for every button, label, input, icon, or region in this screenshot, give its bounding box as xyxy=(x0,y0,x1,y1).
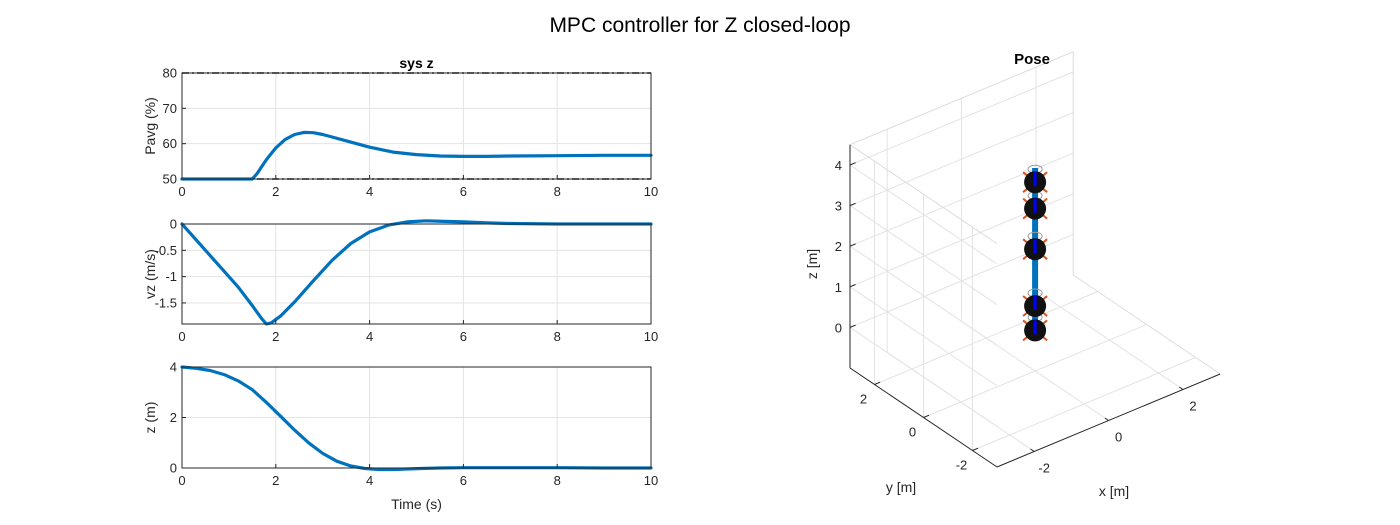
sub1-axes-box xyxy=(181,72,652,180)
pose-sidewall-grid-line xyxy=(849,286,998,387)
pose-ytick-label: 2 xyxy=(860,392,867,407)
sub3-xtick-label: 10 xyxy=(644,473,658,488)
pose-xtick-mark xyxy=(1179,386,1184,390)
sub3-xlabel: Time (s) xyxy=(391,496,442,512)
sub2-xtick-label: 6 xyxy=(460,329,467,344)
sub2-xtick-label: 10 xyxy=(644,329,658,344)
sub2-ytick-label: -1 xyxy=(165,269,177,284)
sub3-ytick-label: 0 xyxy=(170,461,177,476)
sub1-title: sys z xyxy=(399,55,433,71)
pose-ytick-mark xyxy=(972,447,979,451)
sub2-ytick-label: 0 xyxy=(170,217,177,232)
figure-title: MPC controller for Z closed-loop xyxy=(549,14,850,37)
sub1-ytick-label: 70 xyxy=(163,101,177,116)
pose-xtick-label: 2 xyxy=(1189,399,1196,414)
pose-xtick-label: 0 xyxy=(1115,430,1122,445)
sub1-xtick-label: 8 xyxy=(554,184,561,199)
pose-ztick-label: 2 xyxy=(835,239,842,254)
pose-ytick-mark xyxy=(874,381,881,385)
sub1-ylabel: Pavg (%) xyxy=(142,97,158,155)
sub1-xtick-label: 0 xyxy=(178,184,185,199)
pose-sidewall-grid-line xyxy=(849,326,998,427)
pose-frame-edge xyxy=(1072,274,1221,375)
pose-sidewall-grid-line xyxy=(849,164,998,265)
sub2-xtick-label: 4 xyxy=(366,329,373,344)
pose-ztick-label: 1 xyxy=(835,280,842,295)
pose-xlabel: x [m] xyxy=(1099,483,1129,499)
sub1-xtick-label: 6 xyxy=(460,184,467,199)
sub1-xtick-label: 4 xyxy=(366,184,373,199)
sub2-xtick-label: 2 xyxy=(272,329,279,344)
sub3-xtick-label: 6 xyxy=(460,473,467,488)
pose-xtick-label: -2 xyxy=(1038,461,1050,476)
pose-ztick-mark xyxy=(849,284,856,288)
pose-ztick-mark xyxy=(849,243,856,247)
pose-ztick-mark xyxy=(849,162,856,166)
pose-ztick-label: 0 xyxy=(835,320,842,335)
sub2-ytick-label: -0.5 xyxy=(155,243,177,258)
sub3-xtick-label: 2 xyxy=(272,473,279,488)
pose-xtick-mark xyxy=(1104,417,1109,421)
sub1-plot-area xyxy=(182,73,651,179)
sub1-series-line xyxy=(180,130,653,181)
sub1-xtick-label: 2 xyxy=(272,184,279,199)
pavg-subplot: 0 2 4 6 8 10 50 60 70 80 sys z Pavg (%) xyxy=(142,55,658,199)
pose-title: Pose xyxy=(1014,51,1050,68)
pose-ytick-label: 0 xyxy=(909,425,916,440)
pose-ytick-label: -2 xyxy=(956,458,968,473)
sub3-xtick-label: 8 xyxy=(554,473,561,488)
sub3-ytick-label: 4 xyxy=(170,360,177,375)
pose-ylabel: y [m] xyxy=(886,479,916,495)
pose-ztick-label: 3 xyxy=(835,199,842,214)
sub1-ytick-label: 60 xyxy=(163,136,177,151)
pose-zlabel: z [m] xyxy=(804,249,820,279)
sub1-xtick-label: 10 xyxy=(644,184,658,199)
sub2-ytick-label: -1.5 xyxy=(155,295,177,310)
pose-ztick-label: 4 xyxy=(835,158,842,173)
sub2-ylabel: vz (m/s) xyxy=(142,249,158,299)
sub2-xtick-label: 8 xyxy=(554,329,561,344)
pose-ztick-mark xyxy=(849,324,856,328)
pose-sidewall-grid-line xyxy=(849,205,998,306)
pose-ytick-mark xyxy=(923,414,930,418)
pose-frame-edge xyxy=(849,51,1074,146)
pose-floor-grid-line xyxy=(972,357,1196,451)
pose-ztick-mark xyxy=(849,202,856,207)
vz-subplot: 0 2 4 6 8 10 -1.5 -1 -0.5 0 vz (m/s) xyxy=(142,217,658,345)
sub2-plot-area xyxy=(182,224,651,324)
pose-frame-edge xyxy=(849,144,998,245)
sub2-series-line xyxy=(180,219,653,326)
sub3-ytick-label: 2 xyxy=(170,410,177,425)
sub3-xtick-label: 0 xyxy=(178,473,185,488)
sub3-xtick-label: 4 xyxy=(366,473,373,488)
pose-3d-plot: -2 0 2 -2 0 2 0 1 2 3 4 x [m] y [m] z [m] Pose xyxy=(804,51,1221,499)
pose-xtick-mark xyxy=(1030,448,1035,452)
pose-sidewall-grid-line xyxy=(849,245,998,346)
sub1-ytick-label: 80 xyxy=(163,66,177,81)
sub3-ylabel: z (m) xyxy=(142,402,158,434)
sub2-xtick-label: 0 xyxy=(178,329,185,344)
z-subplot: 0 2 4 6 8 10 0 2 4 z (m) Time (s) xyxy=(142,360,658,513)
pose-backwall-grid-line xyxy=(849,71,1074,166)
sub2-axes-box xyxy=(181,223,652,325)
sub1-ytick-label: 50 xyxy=(163,172,177,187)
